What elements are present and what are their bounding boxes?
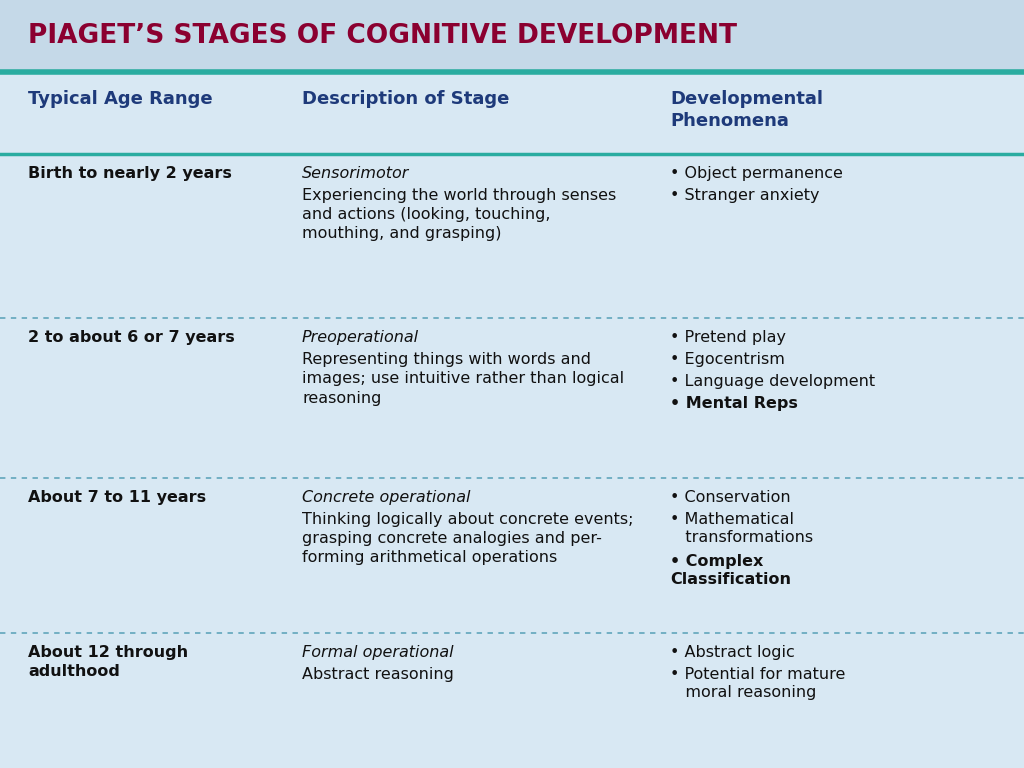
Text: Experiencing the world through senses
and actions (looking, touching,
mouthing, : Experiencing the world through senses an…: [302, 188, 616, 241]
Text: Description of Stage: Description of Stage: [302, 90, 509, 108]
Text: Typical Age Range: Typical Age Range: [28, 90, 213, 108]
Text: • Complex
Classification: • Complex Classification: [670, 554, 791, 588]
Text: • Abstract logic: • Abstract logic: [670, 644, 795, 660]
Text: Formal operational: Formal operational: [302, 644, 454, 660]
Text: • Mental Reps: • Mental Reps: [670, 396, 798, 411]
Text: • Conservation: • Conservation: [670, 490, 791, 505]
Text: Concrete operational: Concrete operational: [302, 490, 470, 505]
Text: • Egocentrism: • Egocentrism: [670, 353, 784, 367]
Text: About 7 to 11 years: About 7 to 11 years: [28, 490, 206, 505]
Text: • Mathematical
   transformations: • Mathematical transformations: [670, 511, 813, 545]
Text: • Object permanence: • Object permanence: [670, 166, 843, 181]
Text: Sensorimotor: Sensorimotor: [302, 166, 410, 181]
Text: 2 to about 6 or 7 years: 2 to about 6 or 7 years: [28, 330, 234, 346]
Text: • Language development: • Language development: [670, 374, 876, 389]
Bar: [0, 0, 1024, 72]
Text: Developmental
Phenomena: Developmental Phenomena: [670, 90, 823, 131]
Text: Abstract reasoning: Abstract reasoning: [302, 667, 454, 682]
Text: Representing things with words and
images; use intuitive rather than logical
rea: Representing things with words and image…: [302, 353, 624, 406]
Text: PIAGET’S STAGES OF COGNITIVE DEVELOPMENT: PIAGET’S STAGES OF COGNITIVE DEVELOPMENT: [28, 23, 737, 49]
Text: About 12 through
adulthood: About 12 through adulthood: [28, 644, 188, 680]
Text: Thinking logically about concrete events;
grasping concrete analogies and per-
f: Thinking logically about concrete events…: [302, 511, 634, 565]
Text: • Stranger anxiety: • Stranger anxiety: [670, 188, 819, 203]
Text: Birth to nearly 2 years: Birth to nearly 2 years: [28, 166, 231, 181]
Text: Preoperational: Preoperational: [302, 330, 419, 346]
Text: • Potential for mature
   moral reasoning: • Potential for mature moral reasoning: [670, 667, 846, 700]
Text: • Pretend play: • Pretend play: [670, 330, 786, 346]
